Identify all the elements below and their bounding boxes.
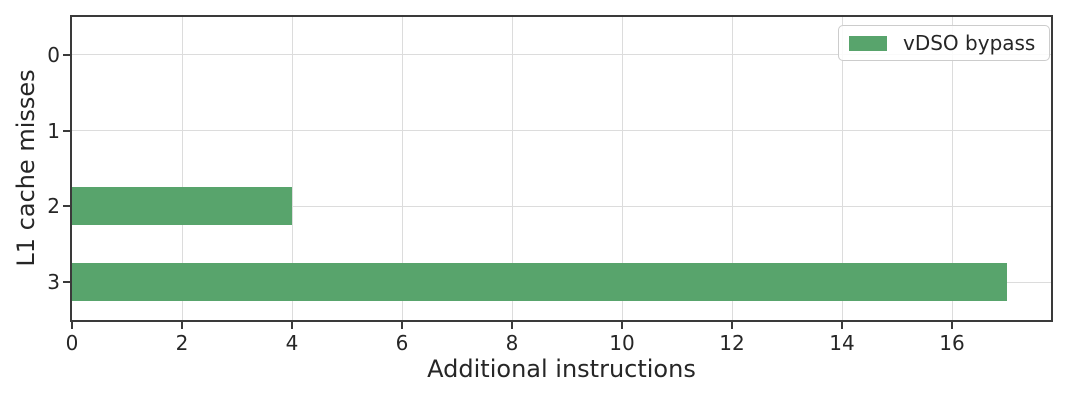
x-tick-mark (621, 322, 623, 329)
x-tick-label: 8 (505, 331, 519, 355)
x-gridline (951, 17, 953, 320)
x-tick-label: 2 (175, 331, 189, 355)
y-gridline (72, 54, 1051, 56)
x-tick-label: 10 (609, 331, 635, 355)
x-gridline (181, 17, 183, 320)
x-gridline (621, 17, 623, 320)
y-tick-label: 2 (47, 194, 60, 219)
y-gridline (72, 130, 1051, 132)
y-tick-mark (63, 53, 70, 56)
x-tick-label: 6 (395, 331, 409, 355)
y-axis-label: L1 cache misses (12, 69, 40, 267)
x-tick-label: 12 (719, 331, 745, 355)
x-gridline (291, 17, 293, 320)
legend: vDSO bypass (838, 25, 1051, 61)
x-tick-mark (71, 322, 73, 329)
y-gridline (72, 205, 1051, 207)
x-gridline (841, 17, 843, 320)
plot-area (70, 15, 1053, 322)
legend-swatch-icon (849, 35, 887, 51)
x-gridline (401, 17, 403, 320)
x-tick-mark (401, 322, 403, 329)
legend-label: vDSO bypass (903, 31, 1036, 55)
x-tick-label: 14 (829, 331, 855, 355)
y-tick-mark (63, 281, 70, 284)
x-tick-label: 16 (939, 331, 965, 355)
y-tick-label: 0 (47, 42, 60, 67)
bar (72, 187, 292, 226)
x-tick-mark (291, 322, 293, 329)
x-tick-mark (511, 322, 513, 329)
y-tick-label: 1 (47, 118, 60, 143)
y-tick-mark (63, 129, 70, 132)
y-tick-label: 3 (47, 270, 60, 295)
x-gridline (731, 17, 733, 320)
x-gridline (511, 17, 513, 320)
x-axis-label: Additional instructions (427, 355, 696, 383)
x-tick-mark (951, 322, 953, 329)
x-tick-mark (731, 322, 733, 329)
x-tick-label: 0 (65, 331, 79, 355)
x-tick-label: 4 (285, 331, 299, 355)
x-tick-mark (841, 322, 843, 329)
y-tick-mark (63, 205, 70, 208)
x-tick-mark (181, 322, 183, 329)
bar (72, 263, 1007, 302)
